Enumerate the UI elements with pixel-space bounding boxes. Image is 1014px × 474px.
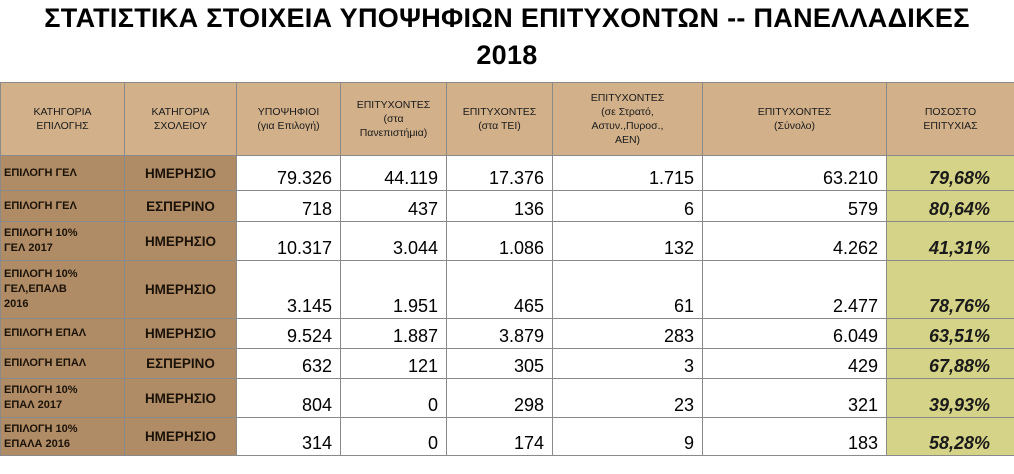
universities-cell: 44.119	[340, 155, 447, 191]
selection-category-cell: ΕΠΙΛΟΓΗ 10% ΓΕΛ 2017	[0, 221, 125, 261]
selection-category-cell: ΕΠΙΛΟΓΗ 10% ΕΠΑΛ 2017	[0, 378, 125, 418]
school-category-cell: ΗΜΕΡΗΣΙΟ	[124, 155, 237, 191]
army-cell: 132	[552, 221, 703, 261]
total-cell: 63.210	[702, 155, 887, 191]
universities-cell: 0	[340, 378, 447, 418]
universities-cell: 0	[340, 417, 447, 456]
tei-cell: 174	[446, 417, 553, 456]
table-row: ΕΠΙΛΟΓΗ ΓΕΛ ΕΣΠΕΡΙΝΟ 718 437 136 6 579 8…	[0, 190, 1014, 222]
tei-cell: 136	[446, 190, 553, 222]
page-title: ΣΤΑΤΙΣΤΙΚΑ ΣΤΟΙΧΕΙΑ ΥΠΟΨΗΦΙΩΝ ΕΠΙΤΥΧΟΝΤΩ…	[0, 0, 1014, 74]
selection-category-cell: ΕΠΙΛΟΓΗ ΓΕΛ	[0, 190, 125, 222]
candidates-cell: 718	[236, 190, 341, 222]
success-rate-cell: 41,31%	[886, 221, 1014, 261]
candidates-cell: 79.326	[236, 155, 341, 191]
candidates-cell: 804	[236, 378, 341, 418]
header-successful-army: ΕΠΙΤΥΧΟΝΤΕΣ (σε Στρατό, Αστυν.,Πυροσ., Α…	[552, 82, 703, 156]
total-cell: 2.477	[702, 260, 887, 319]
selection-category-cell: ΕΠΙΛΟΓΗ ΕΠΑΛ	[0, 318, 125, 349]
army-cell: 1.715	[552, 155, 703, 191]
table-row: ΕΠΙΛΟΓΗ ΕΠΑΛ ΗΜΕΡΗΣΙΟ 9.524 1.887 3.879 …	[0, 318, 1014, 349]
tei-cell: 465	[446, 260, 553, 319]
total-cell: 4.262	[702, 221, 887, 261]
header-selection-category: ΚΑΤΗΓΟΡΙΑ ΕΠΙΛΟΓΗΣ	[0, 82, 125, 156]
candidates-cell: 9.524	[236, 318, 341, 349]
selection-category-cell: ΕΠΙΛΟΓΗ 10% ΓΕΛ,ΕΠΑΛΒ 2016	[0, 260, 125, 319]
selection-category-cell: ΕΠΙΛΟΓΗ 10% ΕΠΑΛΑ 2016	[0, 417, 125, 456]
success-rate-cell: 39,93%	[886, 378, 1014, 418]
header-successful-tei: ΕΠΙΤΥΧΟΝΤΕΣ (στα ΤΕΙ)	[446, 82, 553, 156]
header-candidates: ΥΠΟΨΗΦΙΟΙ (για Επιλογή)	[236, 82, 341, 156]
tei-cell: 1.086	[446, 221, 553, 261]
army-cell: 283	[552, 318, 703, 349]
table-row: ΕΠΙΛΟΓΗ 10% ΓΕΛ 2017 ΗΜΕΡΗΣΙΟ 10.317 3.0…	[0, 221, 1014, 261]
success-rate-cell: 78,76%	[886, 260, 1014, 319]
table-row: ΕΠΙΛΟΓΗ ΓΕΛ ΗΜΕΡΗΣΙΟ 79.326 44.119 17.37…	[0, 155, 1014, 191]
tei-cell: 17.376	[446, 155, 553, 191]
universities-cell: 437	[340, 190, 447, 222]
universities-cell: 3.044	[340, 221, 447, 261]
success-rate-cell: 63,51%	[886, 318, 1014, 349]
header-row: ΚΑΤΗΓΟΡΙΑ ΕΠΙΛΟΓΗΣ ΚΑΤΗΓΟΡΙΑ ΣΧΟΛΕΙΟΥ ΥΠ…	[0, 82, 1014, 156]
tei-cell: 305	[446, 348, 553, 379]
school-category-cell: ΗΜΕΡΗΣΙΟ	[124, 260, 237, 319]
header-successful-total: ΕΠΙΤΥΧΟΝΤΕΣ (Σύνολο)	[702, 82, 887, 156]
tei-cell: 3.879	[446, 318, 553, 349]
school-category-cell: ΕΣΠΕΡΙΝΟ	[124, 348, 237, 379]
candidates-cell: 3.145	[236, 260, 341, 319]
universities-cell: 121	[340, 348, 447, 379]
army-cell: 6	[552, 190, 703, 222]
success-rate-cell: 79,68%	[886, 155, 1014, 191]
universities-cell: 1.951	[340, 260, 447, 319]
selection-category-cell: ΕΠΙΛΟΓΗ ΕΠΑΛ	[0, 348, 125, 379]
total-cell: 183	[702, 417, 887, 456]
header-success-rate: ΠΟΣΟΣΤΟ ΕΠΙΤΥΧΙΑΣ	[886, 82, 1014, 156]
school-category-cell: ΗΜΕΡΗΣΙΟ	[124, 378, 237, 418]
total-cell: 6.049	[702, 318, 887, 349]
universities-cell: 1.887	[340, 318, 447, 349]
selection-category-cell: ΕΠΙΛΟΓΗ ΓΕΛ	[0, 155, 125, 191]
candidates-cell: 314	[236, 417, 341, 456]
table-row: ΕΠΙΛΟΓΗ 10% ΓΕΛ,ΕΠΑΛΒ 2016 ΗΜΕΡΗΣΙΟ 3.14…	[0, 260, 1014, 319]
success-rate-cell: 80,64%	[886, 190, 1014, 222]
school-category-cell: ΗΜΕΡΗΣΙΟ	[124, 318, 237, 349]
candidates-cell: 632	[236, 348, 341, 379]
school-category-cell: ΗΜΕΡΗΣΙΟ	[124, 417, 237, 456]
total-cell: 429	[702, 348, 887, 379]
tei-cell: 298	[446, 378, 553, 418]
army-cell: 23	[552, 378, 703, 418]
statistics-table: ΚΑΤΗΓΟΡΙΑ ΕΠΙΛΟΓΗΣ ΚΑΤΗΓΟΡΙΑ ΣΧΟΛΕΙΟΥ ΥΠ…	[0, 82, 1014, 456]
success-rate-cell: 58,28%	[886, 417, 1014, 456]
army-cell: 3	[552, 348, 703, 379]
table-row: ΕΠΙΛΟΓΗ 10% ΕΠΑΛΑ 2016 ΗΜΕΡΗΣΙΟ 314 0 17…	[0, 417, 1014, 456]
header-successful-universities: ΕΠΙΤΥΧΟΝΤΕΣ (στα Πανεπιστήμια)	[340, 82, 447, 156]
table-row: ΕΠΙΛΟΓΗ 10% ΕΠΑΛ 2017 ΗΜΕΡΗΣΙΟ 804 0 298…	[0, 378, 1014, 418]
candidates-cell: 10.317	[236, 221, 341, 261]
total-cell: 579	[702, 190, 887, 222]
header-school-category: ΚΑΤΗΓΟΡΙΑ ΣΧΟΛΕΙΟΥ	[124, 82, 237, 156]
success-rate-cell: 67,88%	[886, 348, 1014, 379]
table-row: ΕΠΙΛΟΓΗ ΕΠΑΛ ΕΣΠΕΡΙΝΟ 632 121 305 3 429 …	[0, 348, 1014, 379]
school-category-cell: ΗΜΕΡΗΣΙΟ	[124, 221, 237, 261]
total-cell: 321	[702, 378, 887, 418]
title-line-1: ΣΤΑΤΙΣΤΙΚΑ ΣΤΟΙΧΕΙΑ ΥΠΟΨΗΦΙΩΝ ΕΠΙΤΥΧΟΝΤΩ…	[44, 3, 970, 33]
army-cell: 9	[552, 417, 703, 456]
school-category-cell: ΕΣΠΕΡΙΝΟ	[124, 190, 237, 222]
army-cell: 61	[552, 260, 703, 319]
title-line-2: 2018	[476, 40, 538, 70]
